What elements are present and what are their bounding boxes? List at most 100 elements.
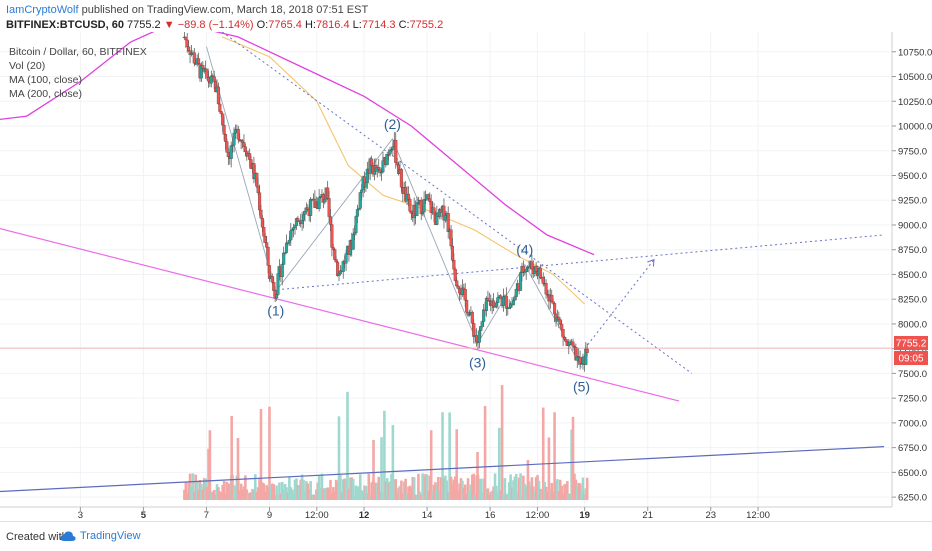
wave-label: (2) <box>384 116 401 132</box>
volume-bar <box>432 484 436 500</box>
candle-body <box>331 247 335 250</box>
volume-bar <box>468 491 471 500</box>
volume-bar <box>448 412 451 500</box>
volume-bar <box>361 493 365 500</box>
dotted-mid-trend <box>282 234 885 290</box>
volume-bar <box>444 475 447 500</box>
long-trend-line <box>0 446 885 493</box>
wave-labels: (1) (2) (3) (4) (5) <box>267 116 590 395</box>
volume-bar <box>449 476 453 500</box>
volume-bar <box>486 488 490 500</box>
close-value: 7755.2 <box>409 19 444 31</box>
volume-bar <box>516 492 520 500</box>
price-tick-label: 10750.0 <box>898 47 932 58</box>
candle-body <box>236 128 240 140</box>
volume-bar <box>551 491 555 500</box>
price-axis[interactable]: 10750.0 10500.0 10250.0 10000.0 9750.0 9500.0… <box>892 47 932 504</box>
volume-bar <box>242 486 246 500</box>
volume-bar <box>357 486 361 500</box>
volume-bar <box>191 473 195 500</box>
open-value: 7765.4 <box>268 19 302 31</box>
volume-bar <box>414 494 417 500</box>
candle-body <box>256 186 260 193</box>
volume-bar <box>472 473 476 500</box>
volume-bar <box>190 485 193 500</box>
candle-body <box>465 300 469 313</box>
close-label: C: <box>398 19 410 31</box>
volume-bar <box>507 482 511 500</box>
volume-bar <box>505 494 508 500</box>
volume-bar <box>259 408 263 500</box>
volume-bar <box>421 473 424 500</box>
volume-bar <box>211 491 215 500</box>
volume-bar <box>439 477 443 500</box>
candle-body <box>443 214 447 221</box>
volume-bar <box>183 489 186 500</box>
volume-bar <box>427 491 430 500</box>
volume-bar <box>354 485 358 500</box>
price-chart[interactable]: (1) (2) (3) (4) (5) 10750.0 10500.0 10250.0 100… <box>0 32 932 521</box>
volume-bar <box>434 482 437 500</box>
volume-bar <box>269 484 273 500</box>
volume-bar <box>400 480 403 500</box>
candle-body <box>218 103 222 112</box>
volume-bar <box>330 492 334 500</box>
volume-bar <box>410 487 413 500</box>
volume-bar <box>544 486 548 500</box>
volume-bar <box>289 487 293 500</box>
volume-bar <box>496 492 500 500</box>
candle-body <box>496 297 500 303</box>
time-tick-label: 12:00 <box>526 510 550 521</box>
volume-bar <box>227 483 230 500</box>
volume-bar <box>519 473 522 500</box>
volume-bar <box>404 478 407 500</box>
volume-bar <box>553 412 556 500</box>
volume-bar <box>497 427 501 500</box>
volume-bar <box>388 481 392 500</box>
volume-bar <box>245 489 249 500</box>
candle-body <box>255 172 259 187</box>
volume-bar <box>205 487 209 500</box>
volume-bar <box>228 484 232 500</box>
time-axis[interactable]: 3 5 7 9 12:00 12 14 16 12:00 19 21 23 12:00 <box>78 507 770 521</box>
candle-body <box>562 337 567 340</box>
tradingview-link[interactable]: TradingView <box>80 530 141 542</box>
candle-body <box>511 300 516 306</box>
volume-bar <box>570 429 573 500</box>
candle-body <box>557 316 561 320</box>
candle-body <box>309 199 313 216</box>
volume-bar <box>258 477 261 500</box>
author-link[interactable]: IamCryptoWolf <box>6 4 79 16</box>
candle-body <box>480 321 484 327</box>
volume-bar <box>384 481 388 500</box>
time-tick-label: 16 <box>485 510 496 521</box>
volume-bar <box>571 416 575 500</box>
volume-bar <box>459 478 463 500</box>
volume-bar <box>492 486 495 500</box>
volume-bar <box>320 473 324 500</box>
volume-bar <box>390 473 393 500</box>
volume-bar <box>563 484 566 500</box>
volume-bar <box>340 492 344 500</box>
volume-bar <box>312 494 315 500</box>
volume-bar <box>529 485 532 500</box>
chart-header: IamCryptoWolf published on TradingView.c… <box>0 0 932 32</box>
legend-vol[interactable]: Vol (20) <box>9 60 45 72</box>
legend-ma100[interactable]: MA (100, close) <box>9 74 82 86</box>
volume-bar <box>314 489 318 500</box>
candle-body <box>541 277 545 284</box>
volume-bar <box>500 385 504 500</box>
candle-body <box>275 294 279 299</box>
volume-bar <box>566 481 569 500</box>
candle-body <box>409 211 413 214</box>
candle-body <box>462 287 466 290</box>
volume-bar <box>232 485 236 500</box>
legend-ma200[interactable]: MA (200, close) <box>9 88 82 100</box>
volume-bar <box>523 483 527 500</box>
volume-bar <box>385 478 389 500</box>
volume-bar <box>275 485 278 500</box>
candle-body <box>216 86 220 105</box>
volume-bar <box>307 489 311 500</box>
candlesticks <box>182 32 589 372</box>
volume-bar <box>244 475 247 500</box>
